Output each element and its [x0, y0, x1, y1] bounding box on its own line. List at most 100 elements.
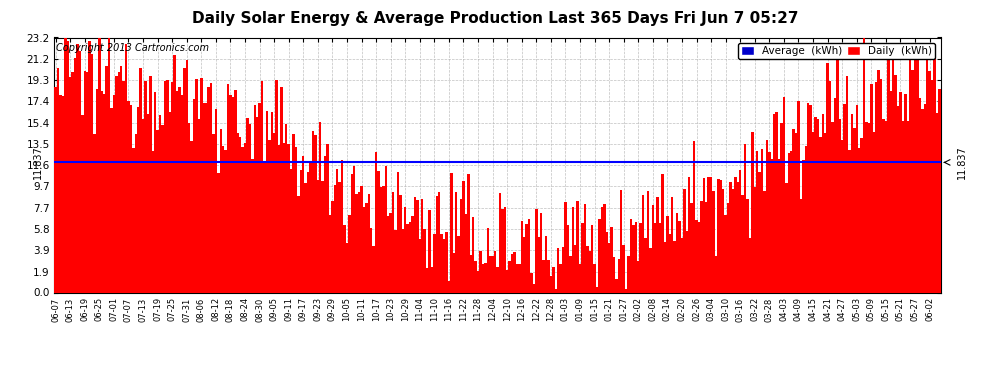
Bar	[322, 182, 324, 292]
Bar	[474, 261, 477, 292]
Bar	[459, 200, 462, 292]
Bar	[695, 220, 698, 292]
Bar	[74, 58, 76, 292]
Bar	[640, 223, 642, 292]
Bar	[263, 161, 265, 292]
Bar	[628, 256, 630, 292]
Bar	[841, 140, 843, 292]
Bar	[380, 187, 382, 292]
Bar	[178, 87, 181, 292]
Bar	[819, 137, 822, 292]
Bar	[217, 173, 220, 292]
Bar	[457, 236, 459, 292]
Bar	[810, 105, 812, 292]
Bar	[671, 196, 673, 292]
Bar	[780, 123, 783, 292]
Bar	[344, 225, 346, 292]
Bar	[188, 123, 190, 292]
Bar	[149, 76, 151, 292]
Bar	[103, 94, 105, 292]
Bar	[936, 114, 939, 292]
Bar	[540, 213, 543, 292]
Bar	[855, 105, 858, 292]
Bar	[531, 273, 533, 292]
Bar	[285, 123, 287, 292]
Bar	[132, 148, 135, 292]
Bar	[934, 54, 936, 292]
Bar	[654, 223, 656, 292]
Bar	[860, 138, 863, 292]
Bar	[282, 143, 285, 292]
Bar	[924, 104, 926, 292]
Bar	[569, 256, 571, 292]
Bar	[443, 239, 446, 292]
Bar	[698, 222, 700, 292]
Bar	[86, 72, 88, 292]
Bar	[593, 264, 596, 292]
Bar	[894, 75, 897, 292]
Bar	[678, 221, 681, 292]
Bar	[387, 216, 389, 292]
Bar	[544, 236, 547, 292]
Bar	[411, 216, 414, 292]
Bar	[482, 264, 484, 292]
Bar	[651, 206, 654, 292]
Bar	[646, 190, 649, 292]
Bar	[467, 174, 469, 292]
Bar	[574, 245, 576, 292]
Bar	[477, 272, 479, 292]
Bar	[756, 150, 758, 292]
Bar	[258, 102, 260, 292]
Bar	[751, 132, 753, 292]
Bar	[547, 260, 549, 292]
Bar	[795, 134, 797, 292]
Bar	[939, 89, 940, 292]
Bar	[151, 152, 154, 292]
Bar	[875, 82, 877, 292]
Bar	[76, 45, 79, 292]
Bar	[788, 153, 790, 292]
Bar	[829, 81, 832, 292]
Bar	[123, 81, 125, 292]
Bar	[611, 226, 613, 292]
Bar	[761, 148, 763, 292]
Bar	[720, 180, 722, 292]
Text: Daily Solar Energy & Average Production Last 365 Days Fri Jun 7 05:27: Daily Solar Energy & Average Production …	[192, 11, 798, 26]
Bar	[710, 177, 713, 292]
Bar	[581, 223, 584, 292]
Bar	[295, 147, 297, 292]
Bar	[389, 213, 392, 292]
Bar	[113, 96, 115, 292]
Bar	[421, 200, 424, 292]
Bar	[402, 229, 404, 292]
Bar	[125, 44, 128, 292]
Bar	[367, 194, 370, 292]
Bar	[690, 203, 693, 292]
Bar	[56, 68, 59, 292]
Bar	[863, 38, 865, 292]
Bar	[302, 156, 305, 292]
Bar	[324, 156, 327, 292]
Bar	[350, 174, 353, 292]
Bar	[399, 195, 402, 292]
Bar	[899, 92, 902, 292]
Bar	[336, 169, 339, 292]
Bar	[414, 197, 416, 292]
Bar	[615, 279, 618, 292]
Bar	[845, 76, 848, 292]
Bar	[656, 197, 659, 292]
Bar	[521, 221, 523, 292]
Bar	[472, 216, 474, 292]
Bar	[431, 267, 434, 292]
Text: 11.837: 11.837	[33, 146, 43, 179]
Bar	[290, 169, 292, 292]
Bar	[584, 204, 586, 292]
Bar	[552, 267, 554, 292]
Bar	[649, 248, 651, 292]
Bar	[462, 181, 464, 292]
Bar	[222, 146, 225, 292]
Bar	[81, 115, 83, 292]
Bar	[203, 104, 205, 292]
Bar	[244, 143, 247, 292]
Bar	[533, 284, 536, 292]
